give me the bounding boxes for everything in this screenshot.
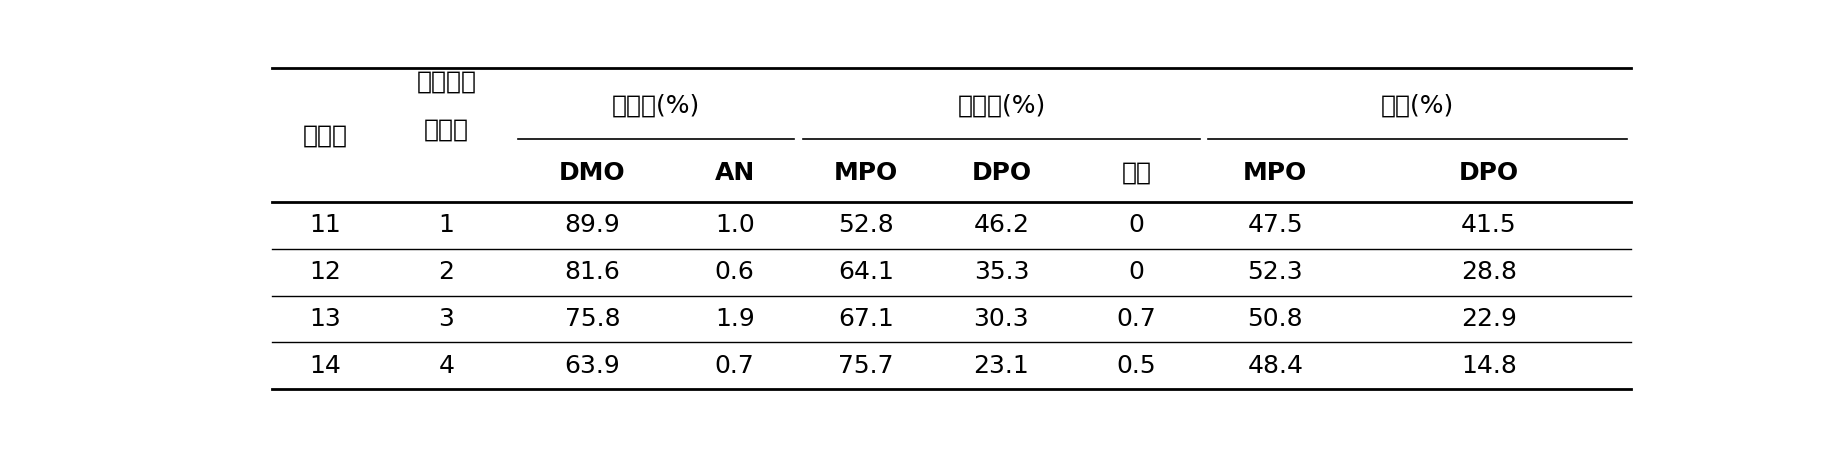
Text: 其它: 其它 xyxy=(1122,161,1151,185)
Text: 收率(%): 收率(%) xyxy=(1381,94,1454,118)
Text: 1: 1 xyxy=(439,213,455,237)
Text: AN: AN xyxy=(714,161,755,185)
Text: （次）: （次） xyxy=(424,118,468,142)
Text: 0: 0 xyxy=(1129,213,1144,237)
Text: 75.8: 75.8 xyxy=(564,307,621,331)
Text: 75.7: 75.7 xyxy=(839,354,894,378)
Text: 41.5: 41.5 xyxy=(1461,213,1517,237)
Text: 67.1: 67.1 xyxy=(839,307,894,331)
Text: 64.1: 64.1 xyxy=(839,260,894,284)
Text: 0.5: 0.5 xyxy=(1116,354,1157,378)
Text: 22.9: 22.9 xyxy=(1461,307,1517,331)
Text: 28.8: 28.8 xyxy=(1461,260,1517,284)
Text: 89.9: 89.9 xyxy=(564,213,621,237)
Text: 1.0: 1.0 xyxy=(714,213,755,237)
Text: 4: 4 xyxy=(439,354,455,378)
Text: 48.4: 48.4 xyxy=(1247,354,1304,378)
Text: 35.3: 35.3 xyxy=(973,260,1030,284)
Text: MPO: MPO xyxy=(1243,161,1307,185)
Text: 转化率(%): 转化率(%) xyxy=(611,94,701,118)
Text: 50.8: 50.8 xyxy=(1247,307,1304,331)
Text: 14.8: 14.8 xyxy=(1461,354,1517,378)
Text: 30.3: 30.3 xyxy=(973,307,1030,331)
Text: 47.5: 47.5 xyxy=(1247,213,1304,237)
Text: 23.1: 23.1 xyxy=(973,354,1030,378)
Text: 选择性(%): 选择性(%) xyxy=(957,94,1045,118)
Text: 14: 14 xyxy=(310,354,341,378)
Text: 13: 13 xyxy=(310,307,341,331)
Text: DPO: DPO xyxy=(971,161,1032,185)
Text: 1.9: 1.9 xyxy=(714,307,755,331)
Text: DPO: DPO xyxy=(1460,161,1518,185)
Text: 2: 2 xyxy=(439,260,455,284)
Text: 0.7: 0.7 xyxy=(714,354,755,378)
Text: DMO: DMO xyxy=(558,161,626,185)
Text: 实施例: 实施例 xyxy=(303,123,349,147)
Text: MPO: MPO xyxy=(834,161,898,185)
Text: 12: 12 xyxy=(310,260,341,284)
Text: 11: 11 xyxy=(310,213,341,237)
Text: 52.3: 52.3 xyxy=(1247,260,1304,284)
Text: 63.9: 63.9 xyxy=(564,354,621,378)
Text: 0: 0 xyxy=(1129,260,1144,284)
Text: 81.6: 81.6 xyxy=(564,260,621,284)
Text: 52.8: 52.8 xyxy=(839,213,894,237)
Text: 反应次数: 反应次数 xyxy=(417,70,477,94)
Text: 0.7: 0.7 xyxy=(1116,307,1157,331)
Text: 46.2: 46.2 xyxy=(973,213,1030,237)
Text: 3: 3 xyxy=(439,307,455,331)
Text: 0.6: 0.6 xyxy=(714,260,755,284)
